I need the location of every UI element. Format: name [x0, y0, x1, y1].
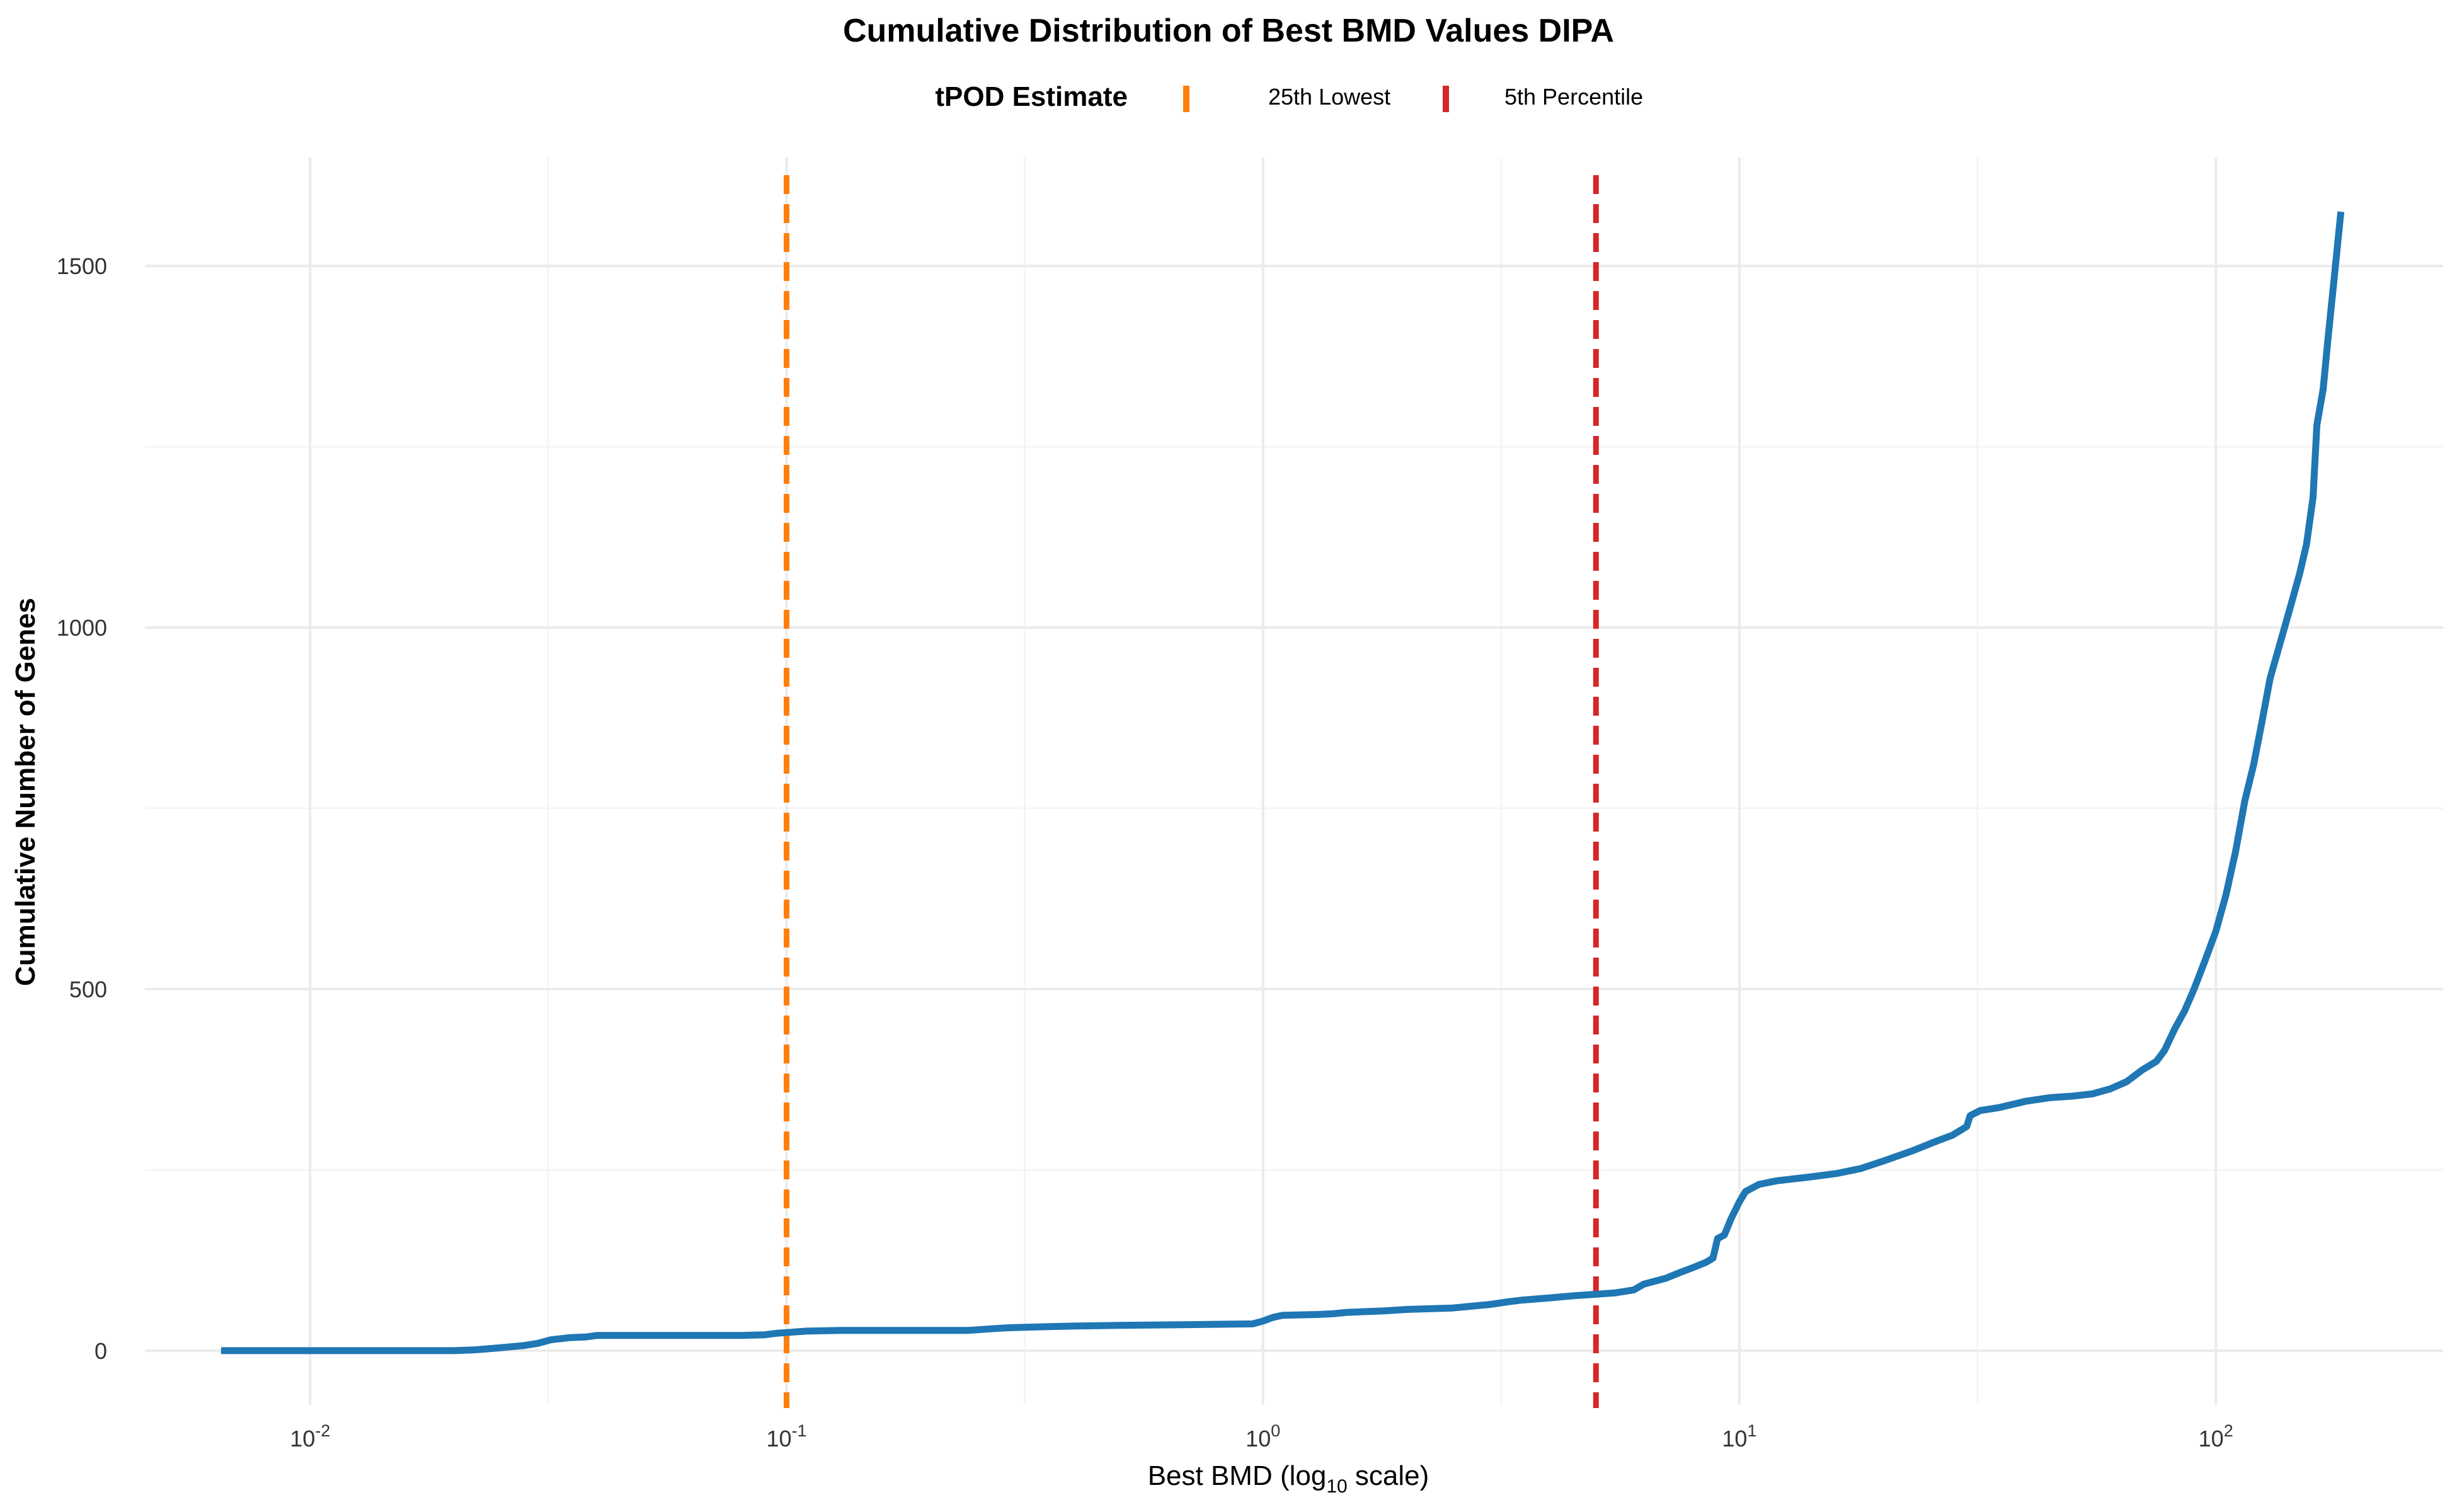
x-axis-title-main: Best BMD (log	[1148, 1460, 1327, 1491]
x-tick-label: 10-2	[290, 1421, 330, 1452]
x-tick-exponent: 1	[1747, 1421, 1756, 1440]
chart-title: Cumulative Distribution of Best BMD Valu…	[843, 13, 1614, 49]
y-axis-title: Cumulative Number of Genes	[10, 598, 41, 986]
y-axis-ticks: 0 500 1000 1500	[57, 253, 107, 1364]
x-tick-exponent: -1	[792, 1421, 807, 1440]
legend-title: tPOD Estimate	[935, 81, 1128, 112]
x-tick-base: 10	[2199, 1426, 2224, 1452]
reference-lines	[783, 175, 1599, 1408]
y-tick-label: 500	[69, 976, 107, 1002]
x-axis-title: Best BMD (log10 scale)	[1148, 1460, 1429, 1497]
y-tick-label: 1500	[57, 253, 107, 279]
series-line-0	[220, 211, 2345, 1354]
legend-label-5th-percentile: 5th Percentile	[1504, 84, 1643, 110]
gridlines	[145, 158, 2443, 1405]
x-tick-label: 10-1	[766, 1421, 806, 1452]
series-layer	[220, 211, 2345, 1354]
x-tick-label: 101	[1722, 1421, 1756, 1452]
y-tick-label: 1000	[57, 615, 107, 641]
legend: tPOD Estimate 25th Lowest 5th Percentile	[935, 81, 1643, 112]
legend-label-25th-lowest: 25th Lowest	[1268, 84, 1390, 110]
x-tick-label: 100	[1246, 1421, 1280, 1452]
y-tick-label: 0	[94, 1338, 107, 1364]
x-tick-base: 10	[1722, 1426, 1747, 1452]
x-tick-base: 10	[1246, 1426, 1271, 1452]
x-tick-exponent: 0	[1271, 1421, 1280, 1440]
x-axis-ticks: 10-2 10-1 100 101 102	[290, 1421, 2233, 1452]
x-tick-exponent: -2	[315, 1421, 330, 1440]
x-tick-base: 10	[290, 1426, 315, 1452]
x-axis-title-suffix: scale)	[1348, 1460, 1429, 1491]
x-axis-title-subscript: 10	[1326, 1476, 1347, 1497]
x-tick-label: 102	[2199, 1421, 2233, 1452]
x-tick-exponent: 2	[2224, 1421, 2233, 1440]
x-tick-base: 10	[766, 1426, 791, 1452]
